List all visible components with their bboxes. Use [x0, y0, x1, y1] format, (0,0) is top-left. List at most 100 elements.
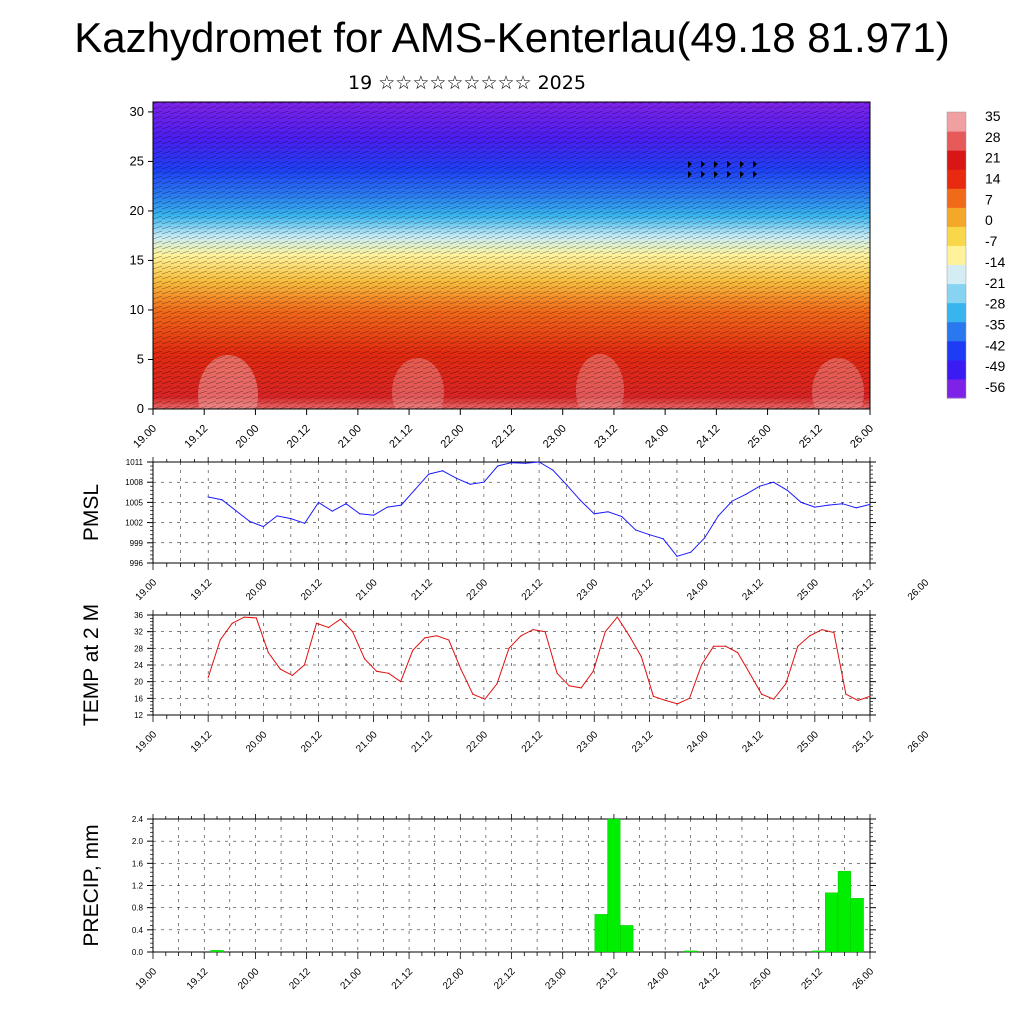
colorbar-label: -28: [985, 296, 1005, 312]
x-tick-label: 23.12: [595, 966, 621, 992]
temp-point: [303, 664, 306, 666]
x-tick-label: 25.00: [795, 577, 821, 603]
colorbar-segment: [947, 207, 966, 227]
pmsl-point: [579, 499, 582, 501]
y-tick-label: 2.0: [132, 837, 144, 846]
pmsl-point: [248, 520, 251, 522]
temp-point: [676, 703, 679, 705]
wind-barb-flag: [701, 171, 705, 178]
colorbar-segment: [947, 226, 966, 246]
x-tick-label: 25.12: [799, 966, 825, 992]
pmsl-point: [304, 522, 306, 524]
pmsl-point: [731, 500, 733, 502]
precip-bar: [684, 950, 698, 953]
temp-point: [231, 622, 233, 624]
pmsl-point: [290, 517, 292, 520]
height-time-section: 0 5 10 15 20 25 30 19.00 19.12 20.00 20.12 21.00 21…: [130, 101, 876, 451]
y-tick-label: 0.4: [132, 926, 144, 935]
x-tick-label: 20.00: [234, 423, 262, 451]
x-tick-label: 20.12: [287, 966, 313, 992]
temp-point: [376, 670, 378, 672]
temp-panel: 12 16 20 24 28 32 36 19.00 19.12 20.00 20.12 21.00 2…: [80, 604, 932, 755]
temp-point: [279, 668, 281, 670]
temp-point: [749, 672, 751, 674]
pmsl-point: [717, 515, 719, 517]
pmsl-point: [276, 515, 278, 517]
temp-point: [460, 668, 462, 670]
pmsl-point: [524, 462, 526, 464]
colorbar-segment: [947, 245, 966, 266]
temp-point: [821, 628, 823, 631]
x-tick-label: 26.00: [851, 966, 877, 992]
pmsl-point: [676, 555, 678, 557]
wind-barb-flag: [688, 161, 692, 168]
colorbar-label: -21: [985, 275, 1005, 291]
precip-bar: [210, 950, 224, 953]
x-tick-label: 22.12: [492, 966, 518, 992]
pmsl-point: [359, 513, 361, 515]
y-tick-label: 20: [134, 678, 143, 687]
temp-point: [496, 683, 498, 685]
pmsl-point: [483, 481, 485, 483]
y-tick-label: 1.2: [132, 882, 144, 891]
y-tick-label: 1002: [125, 519, 143, 528]
pmsl-point: [841, 503, 844, 505]
pmsl-point: [510, 462, 513, 464]
temp-point: [267, 651, 269, 654]
x-tick-label: 22.00: [465, 577, 491, 603]
pmsl-point: [207, 496, 209, 498]
pmsl-point: [538, 461, 540, 463]
colorbar-label: -49: [985, 358, 1005, 374]
temp-point: [797, 645, 799, 647]
precip-bar: [594, 914, 608, 953]
temp-point: [773, 698, 775, 700]
pmsl-point: [221, 499, 223, 501]
x-tick-label: 24.12: [695, 423, 723, 451]
x-tick-label: 24.00: [646, 966, 672, 992]
y-tick-label: 28: [134, 644, 143, 653]
temp-point: [869, 695, 871, 697]
colorbar-segment: [947, 264, 966, 285]
precip-bar: [607, 818, 621, 953]
x-tick-label: 21.00: [336, 423, 364, 451]
wind-barb-flag: [740, 161, 744, 168]
pmsl-point: [800, 501, 802, 503]
x-axis: 19.00 19.12 20.00 20.12 21.00 21.12 22.00 22.12…: [134, 814, 877, 992]
pmsl-point: [690, 551, 692, 553]
wind-barb-flag: [688, 171, 692, 178]
pmsl-point: [772, 481, 775, 483]
temp-series-line: [207, 616, 871, 705]
y-tick-label: 1008: [125, 478, 143, 487]
temp-point: [424, 637, 426, 639]
pmsl-point: [469, 483, 471, 485]
temp-point: [448, 639, 450, 641]
temp-point: [712, 645, 715, 647]
pmsl-point: [593, 513, 595, 515]
y-tick-label: 36: [134, 611, 143, 620]
x-tick-label: 23.12: [630, 729, 656, 755]
x-tick-label: 23.00: [541, 423, 569, 451]
wind-barb-markers: [688, 161, 757, 178]
y-tick-label: 24: [134, 661, 143, 670]
colorbar-segment: [947, 188, 966, 208]
x-tick-label: 24.00: [643, 423, 671, 451]
pmsl-point: [455, 477, 457, 479]
x-tick-label: 23.00: [575, 729, 601, 755]
colorbar-segment: [947, 112, 966, 132]
temp-point: [508, 647, 510, 649]
pmsl-point: [786, 489, 788, 491]
x-tick-label: 19.00: [131, 423, 159, 451]
wind-barb-flag: [753, 171, 757, 178]
x-tick-label: 25.00: [746, 423, 774, 451]
temp-point: [532, 628, 534, 631]
pmsl-point: [428, 473, 430, 475]
temp-point: [291, 674, 293, 677]
x-tick-label: 25.12: [851, 729, 877, 755]
y-tick-label: 25: [130, 153, 144, 168]
y-axis: 12 16 20 24 28 32 36: [134, 611, 876, 720]
wind-barb-flag: [714, 171, 718, 178]
x-tick-label: 20.00: [244, 729, 270, 755]
y-tick-label: 20: [130, 203, 144, 218]
section-y-ticks: 0 5 10 15 20 25 30: [130, 104, 153, 416]
